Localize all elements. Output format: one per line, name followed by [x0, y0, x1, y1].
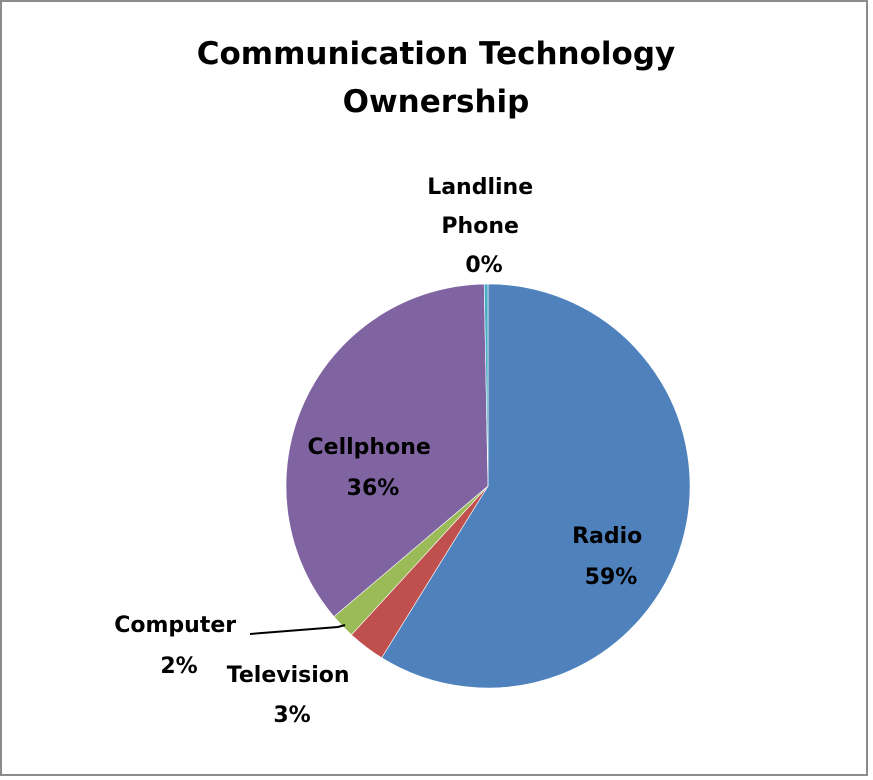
data-label-landline-value: 0%	[465, 253, 502, 278]
pie-slice-cellphone	[285, 283, 489, 618]
data-label-cellphone-value: 36%	[347, 476, 400, 501]
data-label-computer-name: Computer	[114, 613, 236, 638]
data-label-radio: Radio 59%	[572, 524, 650, 590]
data-labels: Radio 59% Television 3% Computer 2% Cell…	[114, 175, 650, 728]
data-label-landline-name-line-1: Landline	[427, 175, 533, 200]
data-label-cellphone: Cellphone 36%	[308, 435, 439, 501]
chart-title-line-2: Ownership	[342, 84, 530, 121]
data-label-television-value: 3%	[273, 703, 310, 728]
data-label-television: Television 3%	[227, 663, 357, 728]
leader-lines	[249, 624, 346, 635]
data-label-radio-value: 59%	[585, 565, 638, 590]
data-label-radio-name: Radio	[572, 524, 642, 549]
data-label-cellphone-name: Cellphone	[308, 435, 431, 460]
pie-slices	[285, 283, 691, 689]
leader-line-computer	[249, 624, 346, 635]
chart-title-line-1: Communication Technology	[196, 36, 676, 72]
chart-title: Communication Technology Ownership	[2, 30, 870, 126]
data-label-landline: Landline Phone 0%	[427, 175, 541, 278]
data-label-landline-name-line-2: Phone	[441, 214, 518, 239]
pie-slice-radio	[381, 283, 691, 689]
pie-slice-landline-phone	[483, 283, 489, 487]
data-label-television-name: Television	[227, 663, 350, 688]
data-label-computer-value: 2%	[160, 654, 197, 679]
data-label-computer: Computer 2%	[114, 613, 244, 679]
